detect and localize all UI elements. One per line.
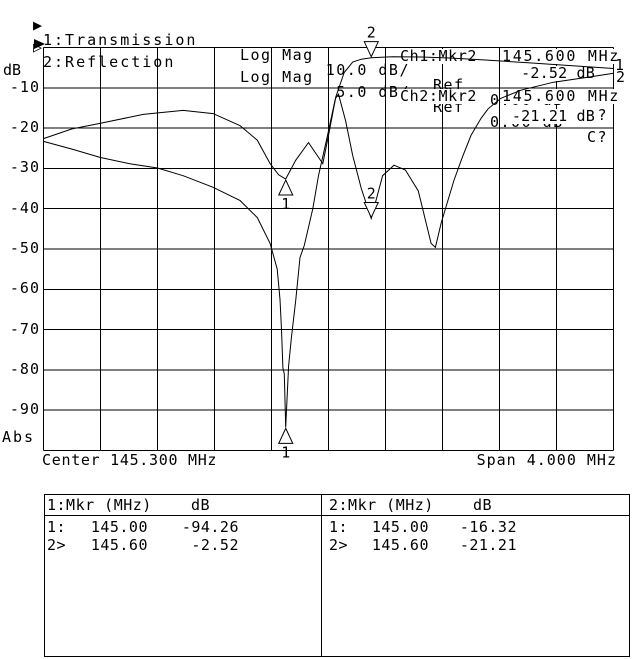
marker-table: 1:Mkr (MHz) dB 1: 145.00 -94.26 2> 145.60 -2.52… xyxy=(44,494,630,657)
table1-row2-value: -2.52 xyxy=(191,536,239,554)
ch1-marker-readout-freq: 145.600 MHz xyxy=(502,47,621,65)
table1-row2-freq: 145.60 xyxy=(90,536,148,554)
y-tick-label: -60 xyxy=(9,279,40,298)
table2-row1-freq: 145.00 xyxy=(371,518,429,536)
channel2-title: 2:Reflection xyxy=(43,53,176,71)
y-tick-label: -50 xyxy=(9,239,40,257)
channel2-format: Log Mag xyxy=(240,68,314,86)
marker-table-header-rule xyxy=(45,515,629,516)
y-tick-label: -70 xyxy=(9,319,40,338)
table1-unit-header: dB xyxy=(191,496,211,514)
table1-row2-marker: 2> xyxy=(47,536,67,554)
ch1-marker-readout-label: Ch1:Mkr2 xyxy=(400,47,478,65)
table1-row1-value: -94.26 xyxy=(181,518,239,536)
table2-row2-freq: 145.60 xyxy=(371,536,429,554)
table2-row1-marker: 1: xyxy=(329,518,349,536)
channel2-cal-status: C? xyxy=(587,128,609,146)
ch2-marker-readout-value: -21.21 dB xyxy=(511,107,595,125)
table2-row2-value: -21.21 xyxy=(459,536,517,554)
active-channel-icon: ▶ xyxy=(33,16,44,34)
y-tick-label: -10 xyxy=(9,77,40,96)
trace2-end-label: 2 xyxy=(616,68,626,86)
table2-row1-value: -16.32 xyxy=(459,518,517,536)
y-axis-unit-label: dB xyxy=(3,61,22,79)
y-tick-label: -20 xyxy=(9,118,40,137)
table1-header: 1:Mkr (MHz) xyxy=(47,496,152,514)
channel1-title: 1:Transmission xyxy=(43,31,198,49)
y-tick-label: -90 xyxy=(9,400,40,419)
x-axis-center-label: Center 145.300 MHz xyxy=(42,451,218,469)
y-tick-label: -40 xyxy=(9,198,40,217)
trace1-end-label: 1 xyxy=(615,56,625,74)
x-axis-span-label: Span 4.000 MHz xyxy=(476,451,617,469)
inactive-channel-icon: ▷ xyxy=(33,38,44,56)
table1-row1-marker: 1: xyxy=(47,518,67,536)
y-tick-label: -80 xyxy=(9,359,40,378)
ch2-marker-readout-freq: 145.600 MHz xyxy=(502,87,621,105)
channel2-scale: 5.0 dB/ xyxy=(336,83,410,101)
ch2-marker-readout-label: Ch2:Mkr2 xyxy=(400,87,478,105)
ch1-marker-readout-value: -2.52 dB xyxy=(521,64,595,82)
table2-header: 2:Mkr (MHz) xyxy=(329,496,434,514)
y-tick-label: -30 xyxy=(9,158,40,177)
table2-unit-header: dB xyxy=(473,496,493,514)
marker-table-divider xyxy=(321,495,322,656)
table1-row1-freq: 145.00 xyxy=(90,518,148,536)
table2-row2-marker: 2> xyxy=(329,536,349,554)
y-axis-abs-label: Abs xyxy=(2,428,36,446)
